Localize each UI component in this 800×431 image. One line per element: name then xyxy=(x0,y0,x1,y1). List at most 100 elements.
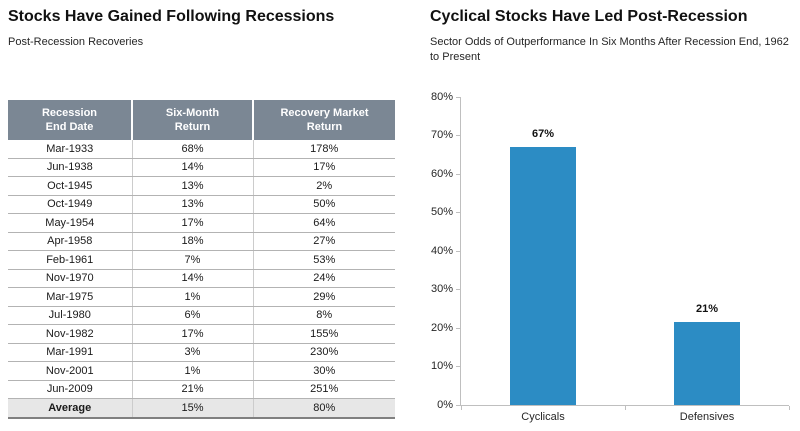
bar-cyclicals xyxy=(510,147,576,405)
left-subtitle: Post-Recession Recoveries xyxy=(8,36,144,48)
table-cell: 14% xyxy=(131,269,253,288)
column-header: Recovery Market Return xyxy=(252,100,395,140)
table-row: Jun-1938 14% 17% xyxy=(8,158,395,177)
table-body: Mar-1933 68% 178% Jun-1938 14% 17% Oct-1945 13%… xyxy=(8,140,395,418)
table-cell: 80% xyxy=(252,398,395,418)
table-cell: 178% xyxy=(252,140,395,159)
table-cell: Feb-1961 xyxy=(8,250,132,270)
table-cell: Nov-1982 xyxy=(8,324,132,344)
x-tick-mark xyxy=(788,406,790,410)
table-row: Mar-1975 1% 29% xyxy=(8,287,395,307)
table-cell: 29% xyxy=(252,287,395,307)
bar-chart-panel: Cyclical Stocks Have Led Post-Recession … xyxy=(430,0,795,431)
table-cell: 17% xyxy=(131,324,253,344)
table-cell: 3% xyxy=(131,343,253,362)
table-cell: 8% xyxy=(252,306,395,325)
table-cell: 30% xyxy=(252,361,395,381)
table-cell: Mar-1933 xyxy=(8,140,132,159)
table-cell: 6% xyxy=(131,306,253,325)
y-tick-label: 80% xyxy=(430,90,453,103)
y-tick-label: 40% xyxy=(430,244,453,257)
recessions-table: Recession End Date Six-Month Return Recove… xyxy=(8,100,395,419)
y-tick-label: 70% xyxy=(430,129,453,141)
table-cell: Jun-1938 xyxy=(8,158,132,177)
table-cell: Jun-2009 xyxy=(8,380,132,399)
table-row: Oct-1945 13% 2% xyxy=(8,176,395,196)
table-row: Feb-1961 7% 53% xyxy=(8,250,395,270)
average-row: Average 15% 80% xyxy=(8,398,395,418)
table-row: Jun-2009 21% 251% xyxy=(8,380,395,399)
y-tick-mark xyxy=(456,250,461,252)
y-tick-label: 10% xyxy=(430,360,453,372)
table-header: Recession End Date Six-Month Return Recove… xyxy=(8,100,395,140)
table-cell: 230% xyxy=(252,343,395,362)
y-tick-label: 50% xyxy=(430,206,453,218)
table-row: Apr-1958 18% 27% xyxy=(8,232,395,251)
table-cell: 68% xyxy=(131,140,253,159)
y-tick-label: 30% xyxy=(430,283,453,295)
table-cell: 50% xyxy=(252,195,395,214)
y-tick-mark xyxy=(456,96,461,98)
table-cell: 17% xyxy=(252,158,395,177)
table-row: Jul-1980 6% 8% xyxy=(8,306,395,325)
y-tick-mark xyxy=(456,327,461,329)
plot-area: 0% 10% 20% 30% 40% 50% 60% 70% 80% 67% Cyclicals 21… xyxy=(431,91,790,423)
table-row: Oct-1949 13% 50% xyxy=(8,195,395,214)
y-tick-mark xyxy=(456,366,461,367)
table-cell: 1% xyxy=(131,361,253,381)
x-tick-mark xyxy=(460,406,462,410)
table-cell: Oct-1945 xyxy=(8,176,132,196)
table-cell: Nov-2001 xyxy=(8,361,132,381)
table-cell: Mar-1991 xyxy=(8,343,132,362)
table-cell: 251% xyxy=(252,380,395,399)
table-cell: Apr-1958 xyxy=(8,232,132,251)
table-cell: Average xyxy=(8,398,132,418)
table-cell: May-1954 xyxy=(8,213,132,233)
y-tick-mark xyxy=(456,404,461,406)
table-cell: 21% xyxy=(131,380,253,399)
table-cell: 13% xyxy=(131,195,253,214)
table-header-row: Recession End Date Six-Month Return Recove… xyxy=(8,100,395,140)
table-cell: 1% xyxy=(131,287,253,307)
table-row: Nov-1970 14% 24% xyxy=(8,269,395,288)
y-tick-label: 20% xyxy=(430,321,453,334)
table-row: Nov-2001 1% 30% xyxy=(8,361,395,381)
table-cell: Jul-1980 xyxy=(8,306,132,325)
table-cell: 64% xyxy=(252,213,395,233)
bar-value-label: 67% xyxy=(531,128,555,141)
table-cell: 13% xyxy=(131,176,253,196)
table-cell: Nov-1970 xyxy=(8,269,132,288)
y-tick-mark xyxy=(456,212,461,213)
table-cell: 2% xyxy=(252,176,395,196)
recessions-table-panel: Stocks Have Gained Following Recessions … xyxy=(8,0,398,431)
bar-value-label: 21% xyxy=(695,303,719,316)
table-cell: 17% xyxy=(131,213,253,233)
table-cell: 53% xyxy=(252,250,395,270)
x-tick-mark xyxy=(624,406,626,410)
table-cell: Mar-1975 xyxy=(8,287,132,307)
right-subtitle: Sector Odds of Outperformance In Six Mon… xyxy=(430,36,789,63)
y-tick-mark xyxy=(456,135,461,136)
table-row: Nov-1982 17% 155% xyxy=(8,324,395,344)
bar-defensives xyxy=(674,322,740,405)
table-row: Mar-1933 68% 178% xyxy=(8,140,395,159)
x-category-label: Cyclicals xyxy=(521,411,565,423)
left-title: Stocks Have Gained Following Recessions xyxy=(8,8,335,25)
y-tick-label: 60% xyxy=(430,167,453,180)
column-header: Six-Month Return xyxy=(131,100,253,140)
column-header: Recession End Date xyxy=(8,100,132,140)
table-cell: 14% xyxy=(131,158,253,177)
table-cell: 27% xyxy=(252,232,395,251)
y-tick-label: 0% xyxy=(437,398,453,411)
x-category-label: Defensives xyxy=(679,411,735,423)
table-cell: Oct-1949 xyxy=(8,195,132,214)
table-row: May-1954 17% 64% xyxy=(8,213,395,233)
table-row: Mar-1991 3% 230% xyxy=(8,343,395,362)
right-title: Cyclical Stocks Have Led Post-Recession xyxy=(430,8,748,25)
table-cell: 18% xyxy=(131,232,253,251)
y-tick-mark xyxy=(456,289,461,290)
table-cell: 7% xyxy=(131,250,253,270)
table-cell: 15% xyxy=(131,398,253,418)
table-cell: 24% xyxy=(252,269,395,288)
